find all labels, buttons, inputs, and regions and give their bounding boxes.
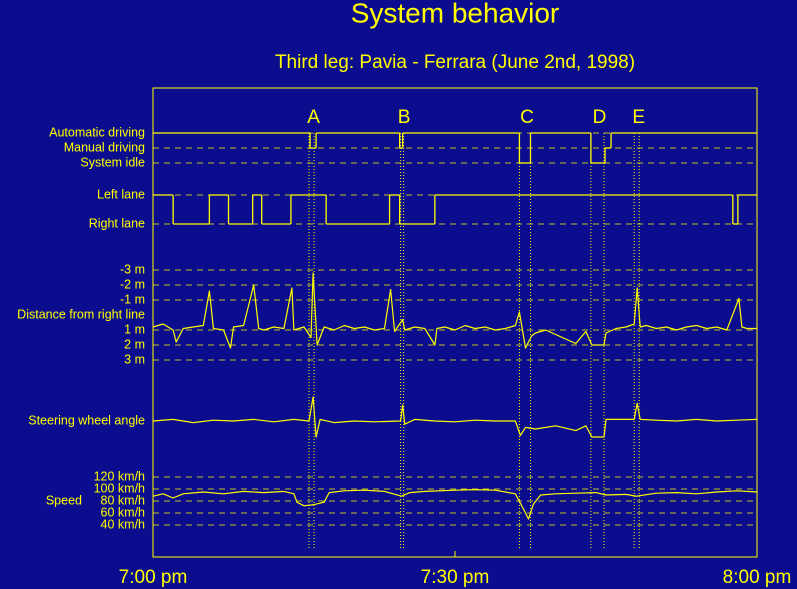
y-tick-label: 1 m <box>124 322 145 336</box>
x-tick-label: 8:00 pm <box>723 567 792 588</box>
y-tick-label: Manual driving <box>64 140 145 154</box>
y-tick-label: 2 m <box>124 337 145 351</box>
y-tick-label: Automatic driving <box>49 125 145 139</box>
panel-label: Speed <box>46 493 82 507</box>
event-label: E <box>632 107 645 128</box>
y-tick-label: 120 km/h <box>94 469 145 483</box>
y-tick-label: 100 km/h <box>94 481 145 495</box>
chart-subtitle: Third leg: Pavia - Ferrara (June 2nd, 19… <box>275 52 635 73</box>
panel-label: Distance from right line <box>17 307 145 321</box>
trace <box>152 272 757 349</box>
y-tick-label: -2 m <box>120 277 145 291</box>
y-tick-label: Right lane <box>89 216 145 230</box>
y-tick-label: 60 km/h <box>101 505 146 519</box>
trace <box>152 489 758 520</box>
x-tick-label: 7:30 pm <box>421 567 490 588</box>
event-label: C <box>520 107 534 128</box>
event-label: A <box>307 107 320 128</box>
chart-title: System behavior <box>351 0 560 28</box>
x-tick-label: 7:00 pm <box>119 567 188 588</box>
event-label: D <box>593 107 607 128</box>
y-tick-label: 80 km/h <box>101 493 146 507</box>
y-tick-label: -3 m <box>120 262 145 276</box>
y-tick-label: 40 km/h <box>101 517 146 531</box>
y-tick-label: -1 m <box>120 292 145 306</box>
panel-label: Steering wheel angle <box>28 413 145 427</box>
event-label: B <box>398 107 411 128</box>
y-tick-label: System idle <box>80 155 145 169</box>
trace <box>152 396 758 438</box>
y-tick-label: Left lane <box>97 187 145 201</box>
y-tick-label: 3 m <box>124 352 145 366</box>
